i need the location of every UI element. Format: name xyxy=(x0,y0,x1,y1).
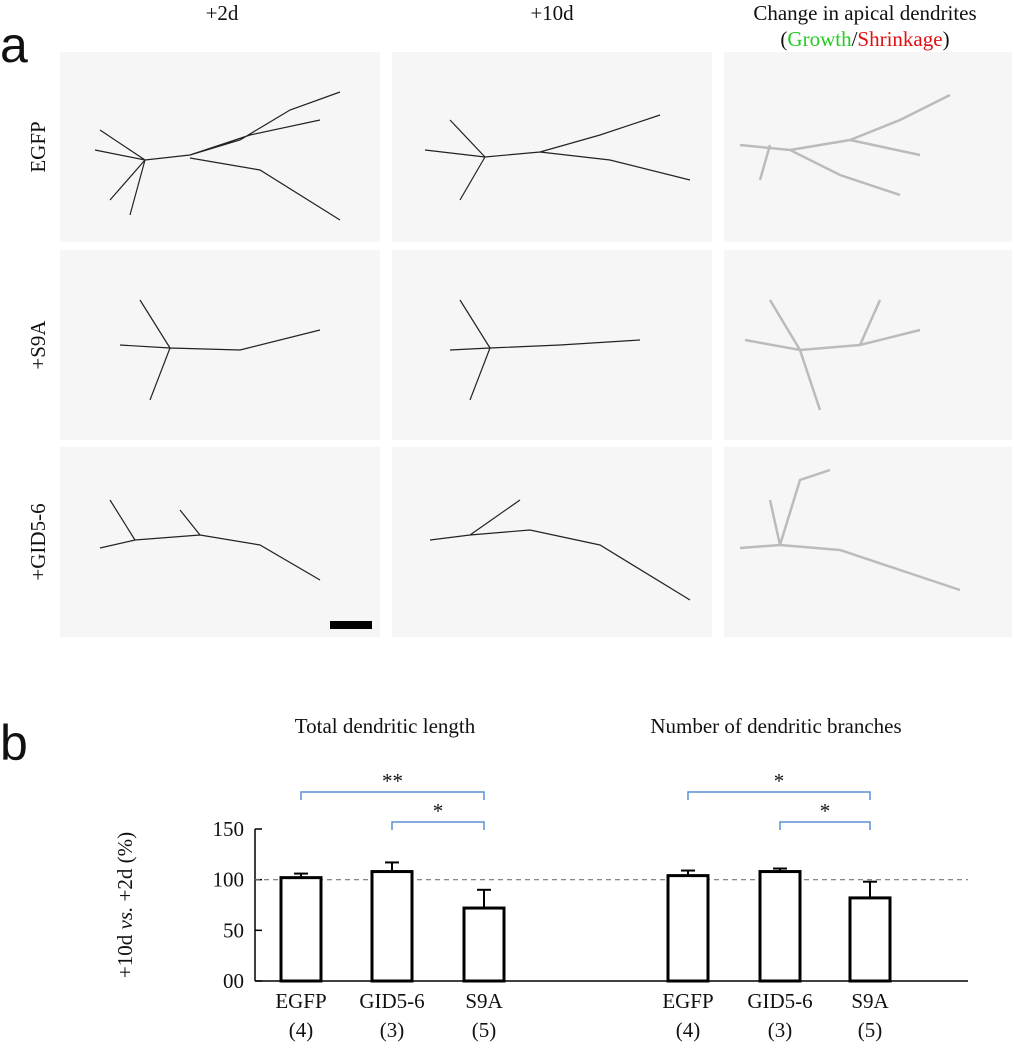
significance-label: ** xyxy=(382,769,403,793)
significance-label: * xyxy=(820,799,831,823)
legend-part: ( xyxy=(780,27,787,51)
n-label: (5) xyxy=(858,1018,883,1042)
panel-label: b xyxy=(0,715,28,771)
bar xyxy=(758,870,802,983)
n-label: (5) xyxy=(472,1018,497,1042)
micrographs xyxy=(60,52,1012,637)
significance-label: * xyxy=(433,799,444,823)
y-label-part: vs. xyxy=(113,907,137,930)
x-tick-label: S9A xyxy=(851,989,889,1013)
x-tick-label: S9A xyxy=(465,989,503,1013)
y-label-part: +10d xyxy=(113,929,137,978)
y-label-part: +2d (%) xyxy=(113,832,137,907)
bar xyxy=(462,906,506,983)
row-label: EGFP xyxy=(26,121,50,172)
y-tick-label: 150 xyxy=(213,817,245,841)
chart-title: Number of dendritic branches xyxy=(650,714,901,738)
y-axis-label: +10d vs. +2d (%) xyxy=(113,832,137,978)
bar xyxy=(666,874,710,983)
row-label: +GID5-6 xyxy=(26,503,50,580)
legend-part: / xyxy=(852,27,858,51)
significance-bracket xyxy=(779,821,871,830)
legend-shrinkage: Shrinkage xyxy=(857,27,942,51)
significance-label: * xyxy=(774,769,785,793)
bar xyxy=(848,896,892,983)
y-tick-label: 100 xyxy=(213,868,245,892)
significance-bracket xyxy=(391,821,485,830)
significance-bracket xyxy=(687,791,871,800)
x-tick-label: GID5-6 xyxy=(359,989,424,1013)
significance-bracket xyxy=(300,791,485,800)
x-tick-label: EGFP xyxy=(275,989,326,1013)
y-tick-label: 50 xyxy=(223,918,244,942)
legend-growth: Growth xyxy=(787,27,852,51)
bar xyxy=(370,870,414,983)
n-label: (4) xyxy=(289,1018,314,1042)
bar xyxy=(279,876,323,983)
x-tick-label: GID5-6 xyxy=(747,989,812,1013)
chart-title: Total dendritic length xyxy=(295,714,476,738)
column-header: +2d xyxy=(206,1,239,25)
legend-part: ) xyxy=(943,27,950,51)
column-header: Change in apical dendrites xyxy=(753,1,976,25)
y-tick-label: 00 xyxy=(223,969,244,993)
legend: (Growth/Shrinkage) xyxy=(780,27,949,51)
n-label: (3) xyxy=(380,1018,405,1042)
row-label: +S9A xyxy=(26,320,50,370)
panel-label: a xyxy=(0,17,28,73)
n-label: (3) xyxy=(768,1018,793,1042)
x-tick-label: EGFP xyxy=(662,989,713,1013)
column-header: +10d xyxy=(530,1,574,25)
n-label: (4) xyxy=(676,1018,701,1042)
